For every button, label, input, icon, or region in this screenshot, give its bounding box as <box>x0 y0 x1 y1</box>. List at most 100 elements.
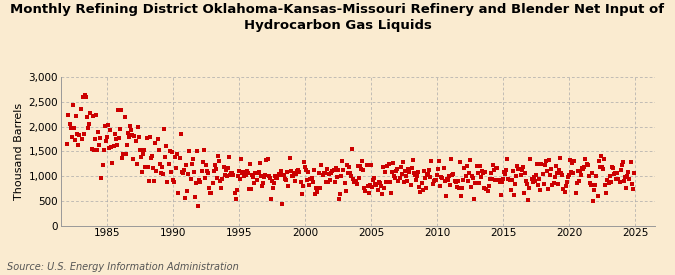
Point <box>466 174 477 178</box>
Point <box>512 164 522 169</box>
Point <box>288 171 299 176</box>
Point <box>129 133 140 138</box>
Point <box>327 169 338 174</box>
Point <box>423 172 433 177</box>
Point <box>431 178 441 183</box>
Point <box>511 174 522 178</box>
Point <box>589 188 599 192</box>
Point <box>292 169 302 174</box>
Point <box>180 196 190 200</box>
Point <box>340 189 351 193</box>
Point <box>223 155 234 159</box>
Point <box>449 178 460 183</box>
Point <box>281 178 292 182</box>
Point <box>259 174 269 179</box>
Point <box>160 155 171 160</box>
Point <box>581 162 592 166</box>
Point <box>468 176 479 180</box>
Point <box>410 173 421 177</box>
Point <box>179 168 190 173</box>
Point <box>506 177 517 182</box>
Point <box>448 172 459 176</box>
Point <box>268 185 279 190</box>
Point <box>360 189 371 193</box>
Point <box>418 169 429 174</box>
Point <box>88 148 99 152</box>
Point <box>383 162 394 166</box>
Point <box>209 163 220 167</box>
Point <box>499 170 510 174</box>
Point <box>362 184 373 188</box>
Point <box>580 156 591 161</box>
Point <box>525 157 536 161</box>
Point <box>213 154 223 158</box>
Point <box>283 184 294 188</box>
Point <box>221 174 232 178</box>
Point <box>578 166 589 171</box>
Point <box>443 174 454 178</box>
Point <box>402 179 412 183</box>
Point <box>155 161 165 166</box>
Point <box>130 139 141 144</box>
Point <box>441 177 452 182</box>
Point <box>178 170 188 175</box>
Point <box>319 170 330 175</box>
Point <box>454 186 464 190</box>
Point <box>431 172 442 177</box>
Point <box>163 162 174 166</box>
Point <box>248 175 259 179</box>
Point <box>279 173 290 177</box>
Point <box>473 181 484 186</box>
Point <box>318 171 329 175</box>
Point <box>321 167 332 171</box>
Point <box>151 169 162 174</box>
Point <box>119 115 130 119</box>
Point <box>128 157 139 161</box>
Point <box>460 174 471 178</box>
Point <box>536 162 547 167</box>
Point <box>570 191 581 195</box>
Point <box>613 177 624 182</box>
Point <box>426 159 437 164</box>
Point <box>358 168 369 172</box>
Point <box>394 176 405 181</box>
Point <box>197 160 208 164</box>
Point <box>564 172 574 177</box>
Point <box>76 137 87 141</box>
Point <box>148 166 159 170</box>
Point <box>111 143 122 147</box>
Point <box>462 179 473 184</box>
Point <box>429 178 440 183</box>
Point <box>377 192 387 196</box>
Point <box>531 173 541 177</box>
Point <box>534 176 545 181</box>
Point <box>324 171 335 176</box>
Point <box>623 170 634 175</box>
Point <box>384 180 395 184</box>
Point <box>186 162 197 166</box>
Point <box>249 181 260 185</box>
Point <box>218 165 229 169</box>
Point <box>157 165 167 169</box>
Point <box>438 166 449 170</box>
Point <box>476 175 487 179</box>
Point <box>508 169 518 174</box>
Point <box>328 168 339 172</box>
Point <box>118 152 129 157</box>
Point <box>574 179 585 184</box>
Point <box>80 93 90 97</box>
Point <box>349 179 360 184</box>
Point <box>508 193 519 197</box>
Point <box>424 168 435 172</box>
Point <box>173 190 184 195</box>
Point <box>326 171 337 175</box>
Point <box>543 186 554 191</box>
Point <box>263 174 274 178</box>
Point <box>380 169 391 174</box>
Point <box>493 178 504 183</box>
Text: Source: U.S. Energy Information Administration: Source: U.S. Energy Information Administ… <box>7 262 238 272</box>
Point <box>302 178 313 182</box>
Point <box>605 180 616 184</box>
Point <box>219 172 230 177</box>
Point <box>232 187 242 192</box>
